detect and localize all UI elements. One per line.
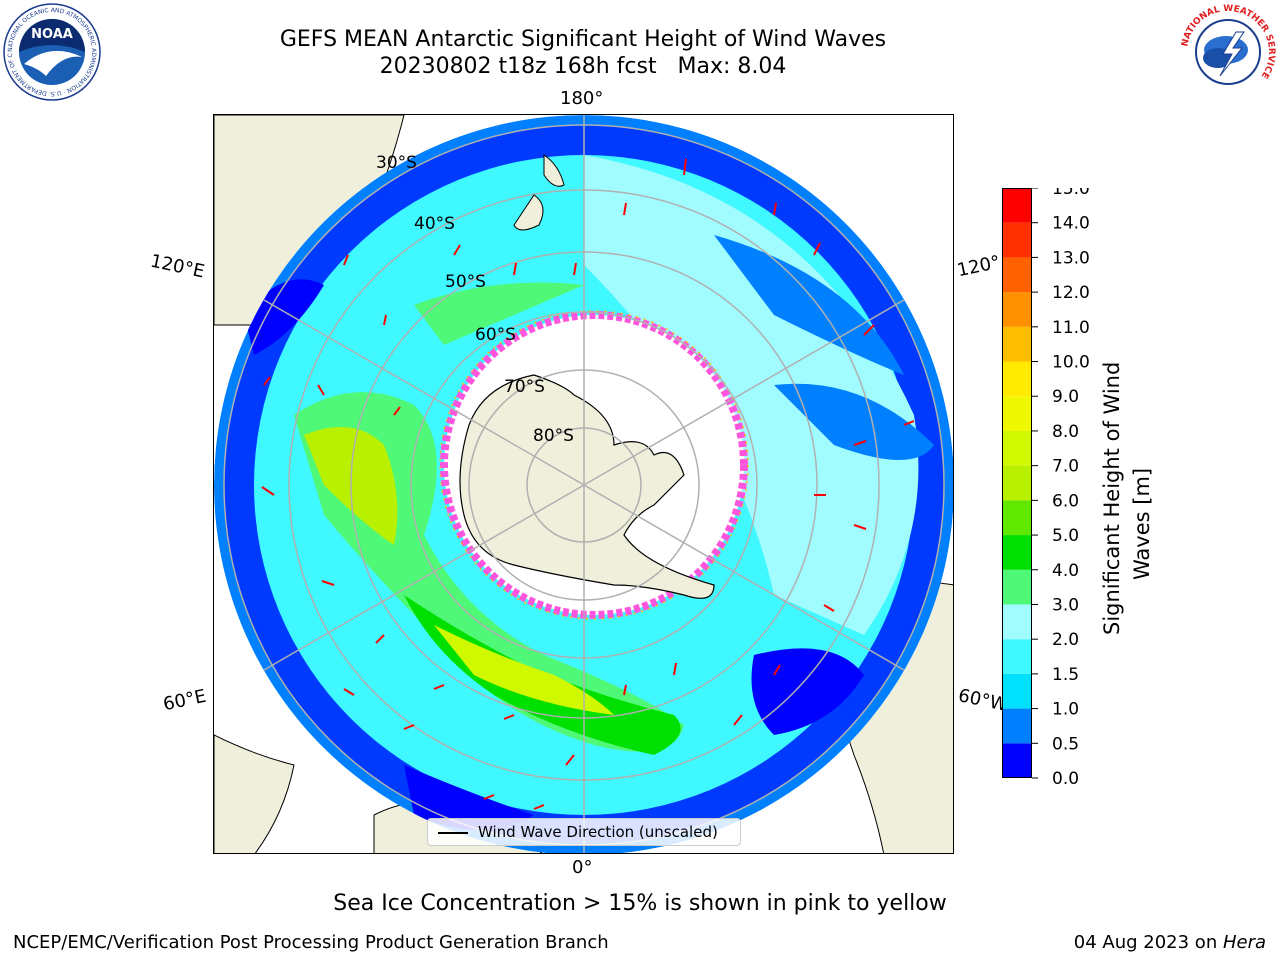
lat-label-70s: 70°S	[504, 377, 545, 397]
legend-label: Wind Wave Direction (unscaled)	[478, 823, 718, 841]
colorbar-segment	[1002, 465, 1032, 501]
colorbar-tick-label: 4.0	[1052, 561, 1079, 581]
colorbar-label-line2: Waves [m]	[1130, 467, 1154, 580]
legend-line-icon	[438, 832, 468, 834]
sea-ice-caption: Sea Ice Concentration > 15% is shown in …	[333, 891, 947, 916]
colorbar-tick-label: 9.0	[1052, 387, 1079, 407]
lon-label-60e: 60°E	[161, 685, 208, 716]
colorbar-border	[1002, 188, 1032, 778]
lat-label-40s: 40°S	[414, 214, 455, 234]
colorbar-segment	[1002, 361, 1032, 397]
colorbar-tick-label: 14.0	[1052, 214, 1090, 234]
map-title: GEFS MEAN Antarctic Significant Height o…	[279, 27, 887, 52]
nws-logo-icon: NATIONAL WEATHER SERVICE	[1180, 4, 1276, 100]
lon-label-0: 0°	[572, 857, 593, 878]
colorbar-tick-label: 5.0	[1052, 526, 1079, 546]
colorbar-tick-label: 1.0	[1052, 700, 1079, 720]
colorbar-segment	[1002, 673, 1032, 709]
noaa-logo-icon: NATIONAL OCEANIC AND ATMOSPHERIC ADMINIS…	[2, 2, 101, 101]
colorbar-tick-label: 6.0	[1052, 491, 1079, 511]
colorbar-tick-label: 1.5	[1052, 665, 1079, 685]
colorbar-segment	[1002, 569, 1032, 605]
colorbar-segment	[1002, 743, 1032, 778]
colorbar-tick-label: 0.0	[1052, 769, 1079, 788]
lon-label-180: 180°	[560, 88, 604, 109]
colorbar-segment	[1002, 396, 1032, 431]
colorbar-segment	[1002, 326, 1032, 362]
map-canvas	[214, 115, 953, 853]
lat-label-50s: 50°S	[445, 272, 486, 292]
colorbar-segment	[1002, 639, 1032, 674]
colorbar-tick-label: 10.0	[1052, 353, 1090, 373]
colorbar-tick-label: 2.0	[1052, 630, 1079, 650]
wave-direction-arrows	[261, 158, 915, 810]
footer-credit: NCEP/EMC/Verification Post Processing Pr…	[13, 932, 609, 953]
colorbar-tick-label: 15.0	[1052, 188, 1090, 199]
lat-label-30s: 30°S	[376, 153, 417, 173]
colorbar-tick-label: 11.0	[1052, 318, 1090, 338]
footer-date-text: 04 Aug 2023 on	[1073, 932, 1223, 953]
colorbar-segment	[1002, 500, 1032, 536]
colorbar-segment	[1002, 222, 1032, 258]
colorbar-tick-label: 12.0	[1052, 283, 1090, 303]
africa-land	[214, 734, 295, 853]
graticule	[223, 115, 945, 853]
footer-date: 04 Aug 2023 on Hera	[1074, 932, 1266, 953]
colorbar: 0.0 0.5 1.0 1.5 2.0 3.0 4.0 5.0 6.0 7.0 8.0 9.0 10.0…	[1002, 179, 1102, 792]
colorbar-tick-label: 0.5	[1052, 734, 1079, 754]
colorbar-label-line1: Significant Height of Wind	[1100, 361, 1124, 635]
colorbar-segment	[1002, 292, 1032, 327]
colorbar-segment	[1002, 604, 1032, 640]
colorbar-label-wrap: Significant Height of Wind Waves [m]	[1100, 335, 1160, 635]
colorbar-segment	[1002, 257, 1032, 293]
colorbar-segment	[1002, 535, 1032, 570]
footer-machine: Hera	[1222, 932, 1266, 953]
colorbar-segment	[1002, 708, 1032, 744]
colorbar-segment	[1002, 188, 1032, 223]
noaa-logo-text: NOAA	[31, 27, 73, 42]
polar-map: 30°S 40°S 50°S 60°S 70°S 80°S	[213, 114, 954, 854]
lat-label-80s: 80°S	[533, 426, 574, 446]
colorbar-segment	[1002, 430, 1032, 466]
map-subtitle: 20230802 t18z 168h fcst Max: 8.04	[379, 54, 787, 79]
new-zealand-land	[513, 154, 565, 231]
lat-label-60s: 60°S	[475, 325, 516, 345]
colorbar-svg: 0.0 0.5 1.0 1.5 2.0 3.0 4.0 5.0 6.0 7.0 8.0 9.0 10.0…	[1002, 179, 1090, 789]
colorbar-tick-label: 7.0	[1052, 457, 1079, 477]
colorbar-tick-label: 8.0	[1052, 422, 1079, 442]
lon-label-120e: 120°E	[148, 250, 207, 283]
colorbar-tick-label: 3.0	[1052, 595, 1079, 615]
lon-label-120w: 120°	[955, 251, 1003, 282]
map-legend: Wind Wave Direction (unscaled)	[427, 818, 741, 846]
colorbar-tick-label: 13.0	[1052, 248, 1090, 268]
